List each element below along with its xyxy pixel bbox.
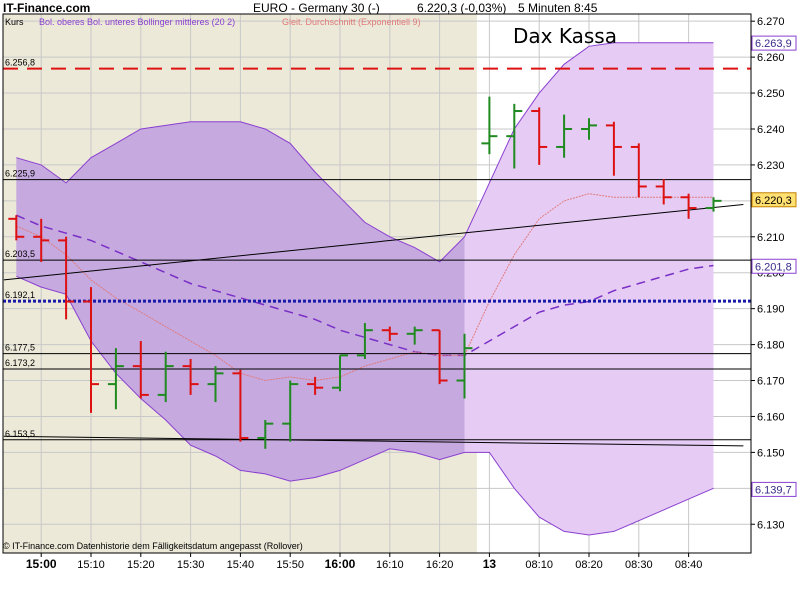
- ohlc-bar: [232, 369, 249, 442]
- plot-border: [2, 13, 752, 554]
- y-tick-label: 6.160: [757, 411, 785, 423]
- x-tick-label: 13: [483, 557, 497, 571]
- price-label-box: [751, 35, 797, 51]
- level-label: 6.192,1: [5, 290, 35, 300]
- ohlc-bar: [531, 107, 548, 165]
- level-label: 6.153,5: [5, 429, 35, 439]
- ohlc-bar: [207, 366, 224, 403]
- ohlc-bar: [157, 351, 174, 403]
- trend-line: [3, 203, 744, 281]
- x-tick-label: 16:00: [325, 557, 356, 571]
- ohlc-bar: [456, 333, 473, 399]
- x-tick-label: 16:20: [426, 559, 454, 571]
- x-tick-label: 08:20: [575, 559, 603, 571]
- ohlc-bar: [680, 193, 697, 219]
- ohlc-bar: [556, 114, 573, 158]
- ohlc-bar: [481, 96, 498, 155]
- price-label-box: [751, 192, 797, 208]
- ohlc-bar: [630, 143, 647, 198]
- trend-line: [3, 435, 744, 447]
- y-tick-label: 6.210: [757, 232, 785, 244]
- ohlc-bar: [581, 118, 597, 140]
- x-tick-label: 08:30: [625, 559, 653, 571]
- y-tick-label: 6.260: [757, 52, 785, 64]
- y-tick-label: 6.180: [757, 340, 785, 352]
- bollinger-band-fill: [464, 42, 714, 535]
- legend-ema: Gleit. Durchschnitt (Exponentiell 9): [282, 17, 421, 27]
- x-tick-label: 15:30: [177, 559, 205, 571]
- ohlc-bar: [506, 103, 523, 169]
- chart-interval: 5 Minuten 8:45: [518, 1, 598, 15]
- price-label-text: 6.139,7: [755, 484, 792, 496]
- ohlc-bar: [655, 179, 672, 205]
- instrument-name: EURO - Germany 30 (-): [253, 1, 380, 15]
- x-tick-label: 16:10: [376, 559, 404, 571]
- x-tick-label: 15:50: [276, 559, 304, 571]
- legend-bollinger: Bol. oberes Bol. unteres Bollinger mittl…: [39, 17, 236, 27]
- x-tick-label: 15:10: [77, 559, 105, 571]
- ohlc-bar: [282, 380, 299, 442]
- ohlc-bar: [705, 197, 722, 212]
- ohlc-bar: [107, 348, 124, 410]
- last-quote: 6.220,3 (-0,03%): [417, 1, 507, 15]
- price-label-box: [751, 481, 797, 497]
- y-tick-label: 6.270: [757, 16, 785, 28]
- ohlc-bar: [83, 287, 99, 413]
- x-tick-label: 15:40: [227, 559, 255, 571]
- x-tick-label: 08:10: [525, 559, 553, 571]
- level-label: 6.256,8: [5, 58, 35, 68]
- y-tick-label: 6.130: [757, 519, 785, 531]
- price-label-box: [751, 258, 797, 274]
- ohlc-bar: [257, 420, 274, 449]
- y-tick-label: 6.250: [757, 88, 785, 100]
- ohlc-bar: [605, 121, 622, 176]
- price-label-text: 6.220,3: [755, 195, 792, 207]
- x-tick-label: 15:00: [26, 557, 57, 571]
- ohlc-bar: [406, 326, 423, 345]
- ohlc-bar: [58, 236, 75, 320]
- level-label: 6.225,9: [5, 169, 35, 179]
- ohlc-bar: [132, 340, 149, 399]
- ohlc-bar: [307, 376, 324, 395]
- price-label-text: 6.263,9: [755, 38, 792, 50]
- ohlc-bar: [381, 326, 398, 341]
- y-tick-label: 6.150: [757, 447, 785, 459]
- ohlc-bar: [332, 354, 348, 392]
- level-label: 6.203,5: [5, 249, 35, 259]
- y-tick-label: 6.170: [757, 376, 785, 388]
- ohlc-bar: [182, 358, 199, 395]
- ema-line: [16, 193, 714, 382]
- bollinger-upper-line: [16, 42, 714, 263]
- x-tick-label: 15:20: [127, 559, 155, 571]
- copyright-footer: © IT-Finance.com Datenhistorie dem Fälli…: [3, 541, 303, 551]
- price-axis-label: Kurs: [5, 17, 24, 27]
- ohlc-bar: [431, 329, 448, 385]
- bollinger-middle-line: [16, 214, 714, 357]
- y-tick-label: 6.240: [757, 124, 785, 136]
- y-tick-label: 6.230: [757, 160, 785, 172]
- site-name: IT-Finance.com: [3, 1, 91, 15]
- chart-title: Dax Kassa: [513, 24, 617, 48]
- ohlc-bar: [356, 323, 373, 359]
- x-tick-label: 08:40: [675, 559, 703, 571]
- level-label: 6.173,2: [5, 358, 35, 368]
- ohlc-bar: [8, 215, 25, 241]
- y-tick-label: 6.190: [757, 304, 785, 316]
- ohlc-bar: [33, 218, 50, 262]
- bollinger-lower-line: [16, 275, 714, 536]
- price-label-text: 6.201,8: [755, 261, 792, 273]
- level-label: 6.177,5: [5, 343, 35, 353]
